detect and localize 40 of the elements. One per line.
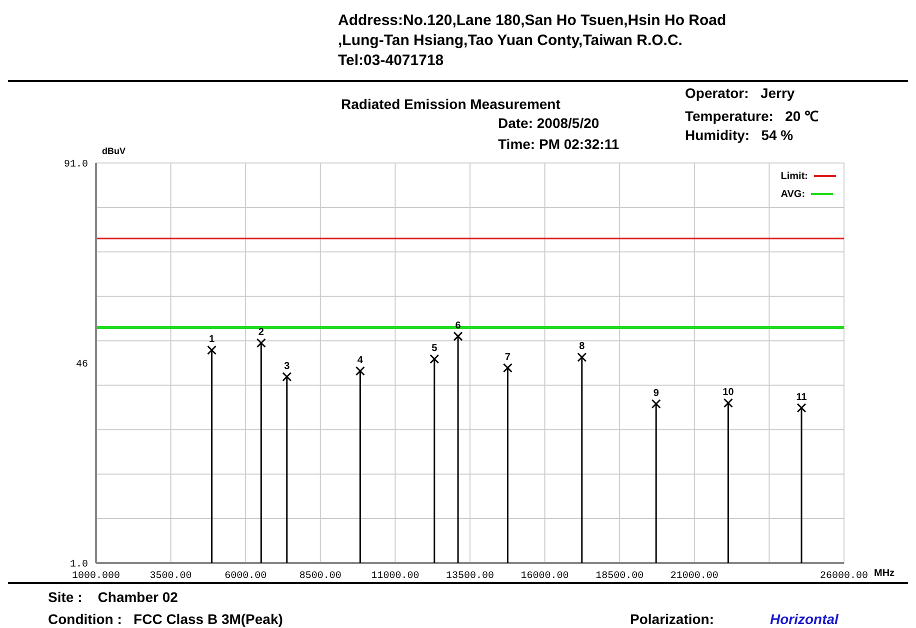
text: Polarization: xyxy=(630,611,714,627)
text: Condition : FCC Class B 3M(Peak) xyxy=(48,611,283,627)
legend-label: AVG: xyxy=(780,188,806,200)
x-tick-label: 8500.00 xyxy=(299,571,342,582)
x-tick-label: 18500.00 xyxy=(596,571,644,582)
x-tick-label: 26000.00 xyxy=(820,571,868,582)
text: Operator: Jerry xyxy=(685,85,795,101)
text: Tel:03-4071718 xyxy=(338,52,444,69)
text: Temperature: 20 ℃ xyxy=(685,107,819,125)
annotation: 7 xyxy=(504,352,511,363)
legend-label: Limit: xyxy=(780,170,808,182)
annotation: 9 xyxy=(653,388,660,399)
x-tick-label: 13500.00 xyxy=(446,571,494,582)
annotation: 10 xyxy=(722,387,734,398)
annotation: 1 xyxy=(209,334,216,346)
text: Horizontal xyxy=(770,611,838,627)
x-tick-label: 11000.00 xyxy=(371,571,420,582)
annotation: 2 xyxy=(258,327,264,338)
chart-title: Radiated Emission Measurement xyxy=(341,96,560,112)
y-tick-label: 91.0 xyxy=(64,160,88,171)
annotation: 11 xyxy=(796,392,808,403)
annotation: 8 xyxy=(579,341,586,352)
annotation: 3 xyxy=(284,360,290,372)
y-tick-label: 46 xyxy=(76,360,88,371)
x-axis-title: MHz xyxy=(874,568,895,579)
text: Date: 2008/5/20 xyxy=(498,115,600,131)
y-axis-title: dBuV xyxy=(102,146,126,156)
x-tick-label: 6000.00 xyxy=(224,571,267,582)
text: Time: PM 02:32:11 xyxy=(498,136,620,152)
x-tick-label: 1000.000 xyxy=(72,571,120,582)
x-tick-label: 3500.00 xyxy=(150,571,192,582)
text: Site : Chamber 02 xyxy=(48,589,178,605)
annotation: 4 xyxy=(357,355,364,366)
annotation: 5 xyxy=(432,343,438,354)
text: ,Lung-Tan Hsiang,Tao Yuan Conty,Taiwan R.O.C. xyxy=(338,32,682,49)
text: Address:No.120,Lane 180,San Ho Tsuen,Hsin Ho Road xyxy=(338,12,726,29)
x-tick-label: 21000.00 xyxy=(670,571,718,582)
y-tick-label: 1.0 xyxy=(70,560,88,571)
x-tick-label: 16000.00 xyxy=(520,571,569,582)
text: Humidity: 54 % xyxy=(685,127,794,143)
